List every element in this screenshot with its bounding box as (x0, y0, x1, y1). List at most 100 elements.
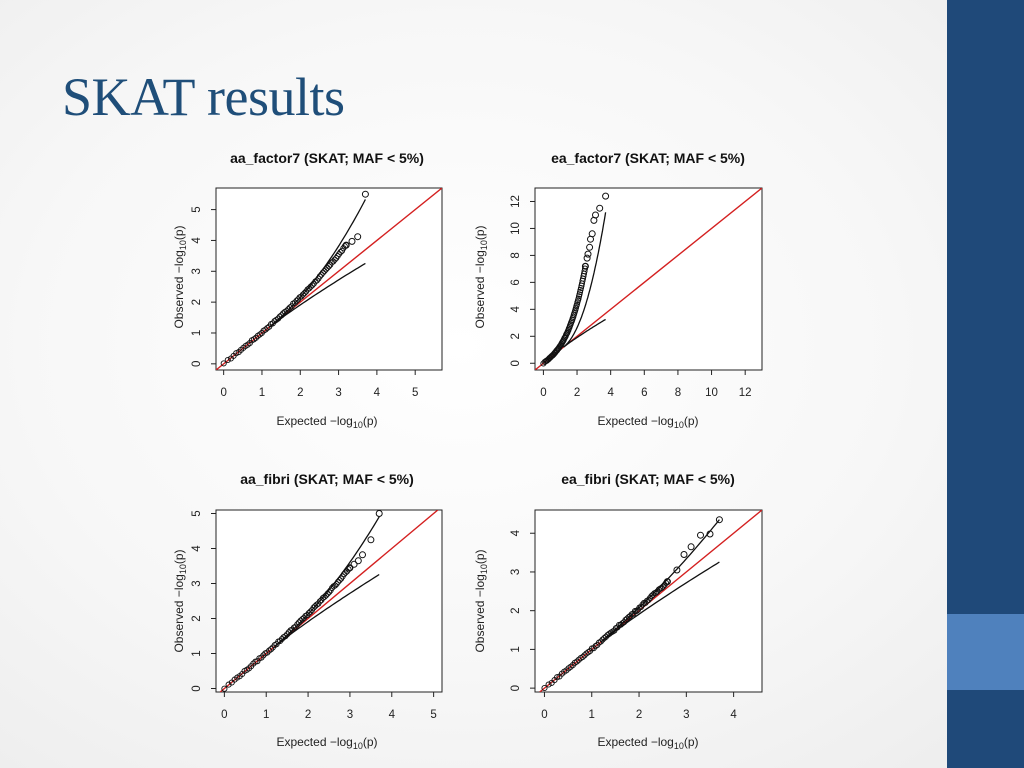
qq-point (306, 285, 313, 292)
qq-point (350, 560, 358, 568)
qq-point (299, 291, 306, 298)
qq-point (275, 315, 282, 322)
qq-point (278, 312, 285, 319)
x-axis-label: Expected −log10(p) (276, 414, 377, 430)
plot-title: ea_factor7 (SKAT; MAF < 5%) (551, 150, 745, 166)
x-tick-label: 0 (221, 709, 227, 721)
y-axis-label: Observed −log10(p) (473, 225, 489, 328)
qq-point (354, 233, 362, 241)
qq-point (602, 192, 610, 200)
x-tick-label: 5 (430, 709, 436, 721)
qq-point (322, 592, 330, 599)
qq-point (639, 601, 646, 608)
y-tick-label: 6 (510, 279, 522, 285)
y-tick-label: 12 (510, 195, 522, 208)
qq-plot-3: aa_fibri (SKAT; MAF < 5%) Expected −log10… (172, 471, 443, 751)
qq-point (581, 262, 589, 270)
qq-point (307, 283, 314, 290)
y-tick-label: 1 (191, 650, 203, 656)
x-tick-label: 6 (641, 387, 647, 399)
qq-point (316, 598, 323, 605)
x-tick-label: 1 (259, 387, 265, 399)
y-axis-label: Observed −log10(p) (172, 225, 188, 328)
plot-title: ea_fibri (SKAT; MAF < 5%) (561, 471, 735, 487)
slide-title: SKAT results (62, 67, 345, 127)
qq-point (295, 619, 303, 626)
qq-point (252, 334, 259, 341)
qq-point (586, 243, 594, 251)
qq-point (662, 579, 670, 587)
x-tick-label: 2 (574, 387, 580, 399)
qq-point (706, 530, 714, 538)
x-tick-label: 3 (347, 709, 353, 721)
y-tick-label: 4 (191, 545, 203, 552)
qq-plot-2: ea_factor7 (SKAT; MAF < 5%) Expected −log… (473, 150, 763, 430)
qq-point (273, 316, 280, 323)
qq-point (277, 637, 284, 645)
qq-point (342, 569, 349, 576)
qq-point (224, 356, 231, 364)
y-tick-label: 0 (191, 361, 203, 367)
qq-point (576, 291, 583, 298)
plot-title: aa_factor7 (SKAT; MAF < 5%) (230, 150, 424, 166)
qq-point (283, 307, 290, 314)
x-tick-label: 4 (607, 387, 614, 399)
qq-point (715, 516, 723, 524)
qq-point (597, 638, 604, 645)
qq-point (318, 271, 325, 278)
qq-point (359, 551, 366, 559)
x-axis-label: Expected −log10(p) (597, 735, 698, 751)
x-tick-label: 0 (220, 387, 226, 399)
x-tick-label: 5 (412, 387, 418, 399)
qq-point (581, 652, 588, 659)
qq-point (336, 577, 343, 584)
qq-point (221, 685, 228, 692)
x-tick-label: 1 (263, 709, 269, 721)
y-tick-label: 8 (510, 252, 522, 258)
qq-point (367, 536, 375, 544)
qq-point (596, 204, 604, 212)
qq-point (577, 284, 585, 292)
x-tick-label: 2 (305, 709, 311, 721)
qq-point (375, 510, 383, 517)
qq-point (345, 566, 352, 573)
sidebar-accent-block (947, 614, 1024, 690)
lower-band-curve (563, 318, 606, 348)
qq-point (573, 658, 580, 665)
upper-band-curve (563, 212, 607, 348)
qq-point (313, 601, 320, 608)
qq-plot-4: ea_fibri (SKAT; MAF < 5%) Expected −log10… (473, 471, 763, 751)
y-tick-label: 2 (191, 299, 203, 305)
x-tick-label: 12 (739, 387, 752, 399)
qq-point (294, 621, 301, 628)
qq-point (602, 633, 609, 640)
qq-point (592, 211, 599, 219)
qq-point (575, 295, 582, 302)
y-tick-label: 5 (191, 206, 203, 212)
qq-point (316, 273, 323, 280)
y-tick-label: 0 (191, 685, 203, 691)
x-tick-label: 2 (297, 387, 303, 399)
qq-point (354, 557, 362, 565)
x-tick-label: 0 (541, 709, 547, 721)
qq-point (348, 237, 356, 245)
x-tick-label: 2 (636, 709, 642, 721)
x-tick-label: 10 (705, 387, 718, 399)
qq-point (321, 268, 328, 275)
qq-point (256, 331, 263, 338)
x-tick-label: 8 (675, 387, 681, 399)
x-axis-label: Expected −log10(p) (276, 735, 377, 751)
qq-point (322, 266, 329, 273)
qq-point (266, 647, 273, 654)
qq-point (331, 256, 338, 263)
y-tick-label: 2 (510, 607, 522, 613)
qq-point (579, 653, 586, 661)
y-tick-label: 1 (191, 330, 203, 336)
qq-point (588, 230, 596, 238)
qq-point (346, 564, 354, 572)
x-tick-label: 3 (683, 709, 689, 721)
y-tick-label: 1 (510, 646, 522, 652)
y-axis-label: Observed −log10(p) (473, 549, 489, 652)
qq-point (633, 608, 640, 615)
